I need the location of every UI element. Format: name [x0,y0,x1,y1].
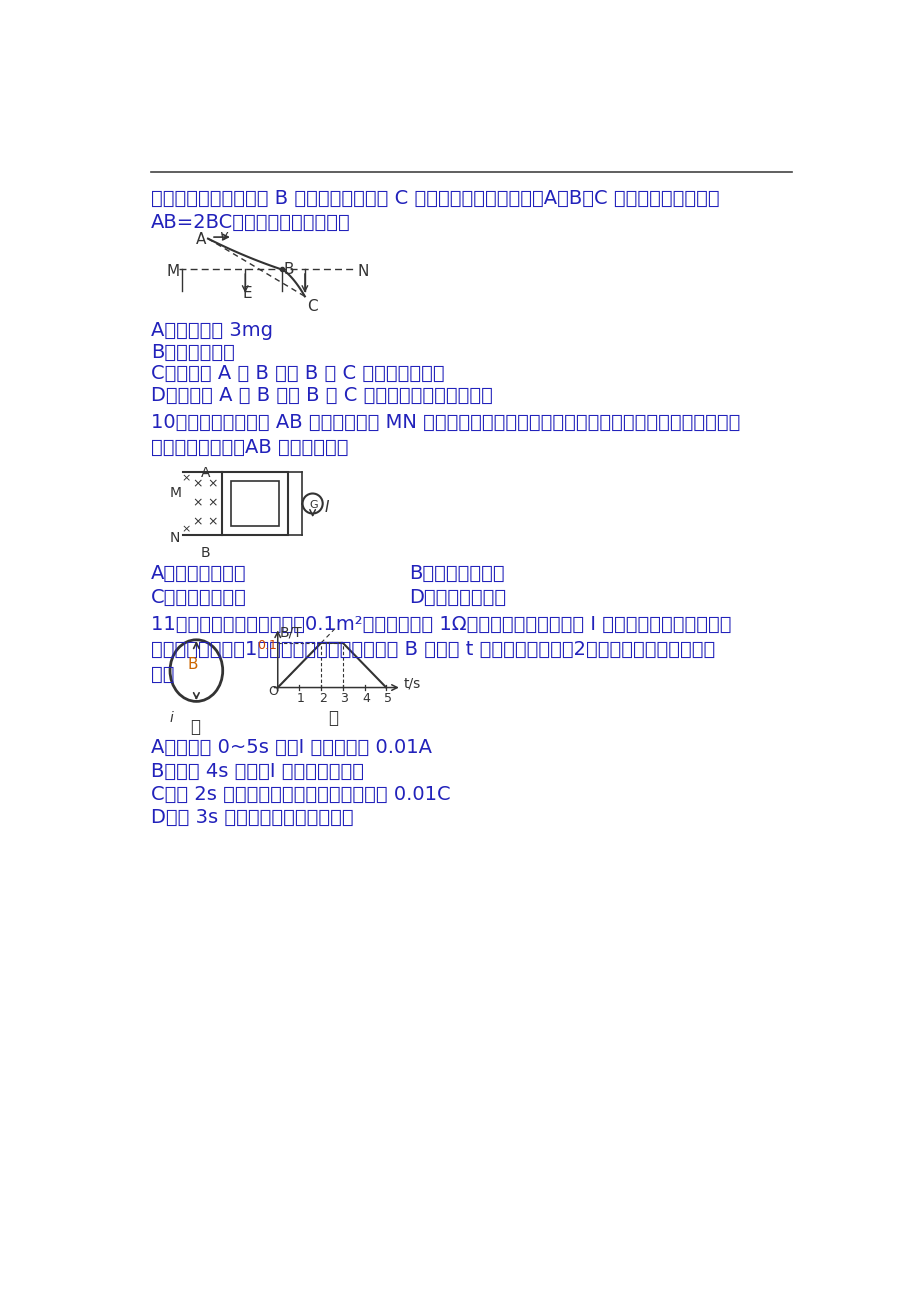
Text: ×: × [192,516,202,529]
Text: ×: × [207,516,218,529]
Text: 乙: 乙 [328,710,338,727]
Text: A: A [196,233,206,247]
Text: AB=2BC，如图所示，由此可见: AB=2BC，如图所示，由此可见 [151,214,350,232]
Text: B．小球带正电: B．小球带正电 [151,342,234,362]
Text: ×: × [181,473,191,483]
Text: M: M [169,486,181,500]
Text: ×: × [192,496,202,509]
Text: 4: 4 [362,693,369,706]
Text: 的初速度平抛抛出，从 B 点进入电场，到达 C 点时速度方向恰好水平，A、B、C 三点在同一直线，且: 的初速度平抛抛出，从 B 点进入电场，到达 C 点时速度方向恰好水平，A、B、C… [151,189,719,207]
Text: C: C [307,298,317,314]
Text: 5: 5 [383,693,391,706]
Text: I: I [323,500,328,514]
Text: 甲: 甲 [190,719,200,737]
Text: C．向右匀速运动: C．向右匀速运动 [151,587,246,607]
Text: ×: × [207,477,218,490]
Text: i: i [169,711,173,725]
Text: A．向右加速运动: A．向右加速运动 [151,564,246,583]
Text: 11．单匠线圈所围的面积为0.1m²，线圈电阵为 1Ω，规定线圈中感应电流 I 的正方向从上往下看是顺: 11．单匠线圈所围的面积为0.1m²，线圈电阵为 1Ω，规定线圈中感应电流 I … [151,615,731,634]
Text: B．在第 4s 时刻，I 的方向为逆时针: B．在第 4s 时刻，I 的方向为逆时针 [151,762,363,780]
Text: N: N [357,264,369,279]
Text: t/s: t/s [403,677,420,690]
Text: M: M [166,264,179,279]
Text: ×: × [207,496,218,509]
Text: 1: 1 [297,693,305,706]
Text: D．小球从 A 到 B 与从 B 到 C 的速度变化量的大小相等: D．小球从 A 到 B 与从 B 到 C 的速度变化量的大小相等 [151,385,492,405]
Bar [231,482,278,526]
Circle shape [302,493,323,513]
Text: v: v [221,229,229,242]
Text: B．向右减速运动: B．向右减速运动 [409,564,505,583]
Text: G: G [309,500,318,509]
Text: 时针方向，如图（1）所示，磁场的磁感应强度 B 随时间 t 的变化规律如图（2）所示，则以下说法正确: 时针方向，如图（1）所示，磁场的磁感应强度 B 随时间 t 的变化规律如图（2）… [151,639,714,659]
Text: B/T: B/T [279,626,301,641]
Text: A: A [201,466,210,479]
Text: 3: 3 [340,693,348,706]
Text: O: O [268,685,278,698]
Text: E: E [242,286,252,301]
Text: D．向左减速运动: D．向左减速运动 [409,587,506,607]
Text: N: N [169,531,179,546]
Text: A．在时间 0~5s 内，I 的最大値为 0.01A: A．在时间 0~5s 内，I 的最大値为 0.01A [151,738,431,758]
Text: ×: × [192,477,202,490]
Text: 的是: 的是 [151,664,174,684]
Text: B: B [201,546,210,560]
Text: 0.1: 0.1 [257,639,278,652]
Text: B: B [187,658,198,672]
Text: C．小球从 A 到 B 与从 B 到 C 的运动时间相等: C．小球从 A 到 B 与从 B 到 C 的运动时间相等 [151,365,444,383]
Text: C．前 2s 内，通过线圈某截面的总电量为 0.01C: C．前 2s 内，通过线圈某截面的总电量为 0.01C [151,785,449,803]
Bar [221,471,288,535]
Text: 感应电流通过时，AB 的运动情况是: 感应电流通过时，AB 的运动情况是 [151,437,347,457]
Text: 10．如图所示，导线 AB 可在平行导轨 MN 上滑动，接触良好，轨道电阵不计，电流计中有如图所示方向: 10．如图所示，导线 AB 可在平行导轨 MN 上滑动，接触良好，轨道电阵不计，… [151,414,739,432]
Text: A．电场力为 3mg: A．电场力为 3mg [151,322,272,340]
Text: 2: 2 [319,693,326,706]
Text: D．第 3s 内，线圈的发热功率最大: D．第 3s 内，线圈的发热功率最大 [151,807,353,827]
Text: B: B [284,263,294,277]
Text: ×: × [181,523,191,534]
